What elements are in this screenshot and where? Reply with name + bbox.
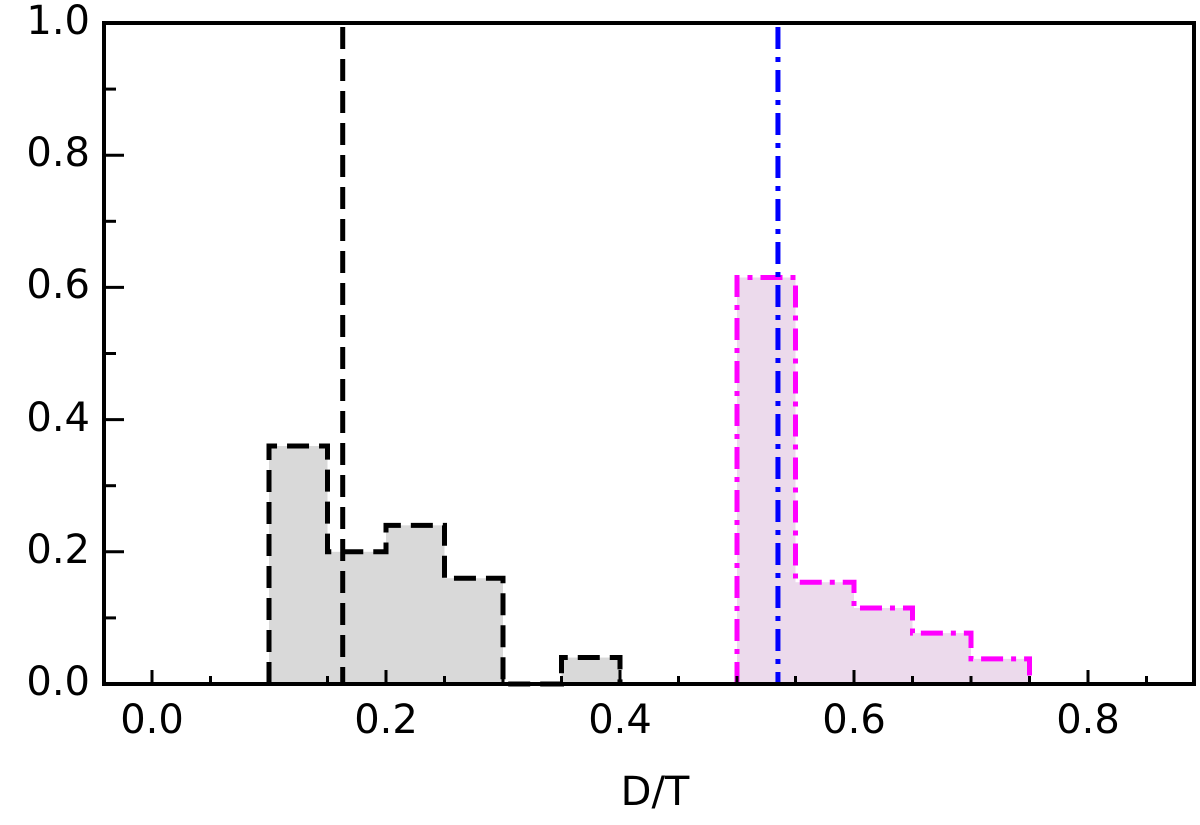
y-tick-label: 1.0 <box>26 0 90 44</box>
histogram-bin <box>386 525 445 684</box>
histogram-bin <box>269 446 328 684</box>
histogram-bin <box>327 551 386 684</box>
y-tick-label: 0.0 <box>26 659 90 705</box>
y-tick-label: 0.6 <box>26 262 90 309</box>
x-tick-label: 0.8 <box>1056 697 1120 743</box>
y-tick-label: 0.8 <box>26 130 90 177</box>
histogram-bin <box>854 607 913 684</box>
histogram-bin <box>912 633 971 684</box>
y-tick-label: 0.2 <box>26 526 90 573</box>
y-tick-label: 0.4 <box>26 394 90 441</box>
x-tick-label: 0.4 <box>588 697 652 743</box>
x-axis-label: D/T <box>620 769 690 815</box>
histogram-outline <box>266 443 623 687</box>
histogram-bin <box>444 578 503 684</box>
x-tick-label: 0.0 <box>120 697 184 743</box>
x-tick-label: 0.2 <box>354 697 418 743</box>
histogram-bin <box>971 658 1030 684</box>
histogram-bin <box>795 582 854 684</box>
x-tick-label: 0.6 <box>822 697 886 743</box>
histogram-bin <box>737 277 796 684</box>
histogram-bin <box>561 657 620 684</box>
